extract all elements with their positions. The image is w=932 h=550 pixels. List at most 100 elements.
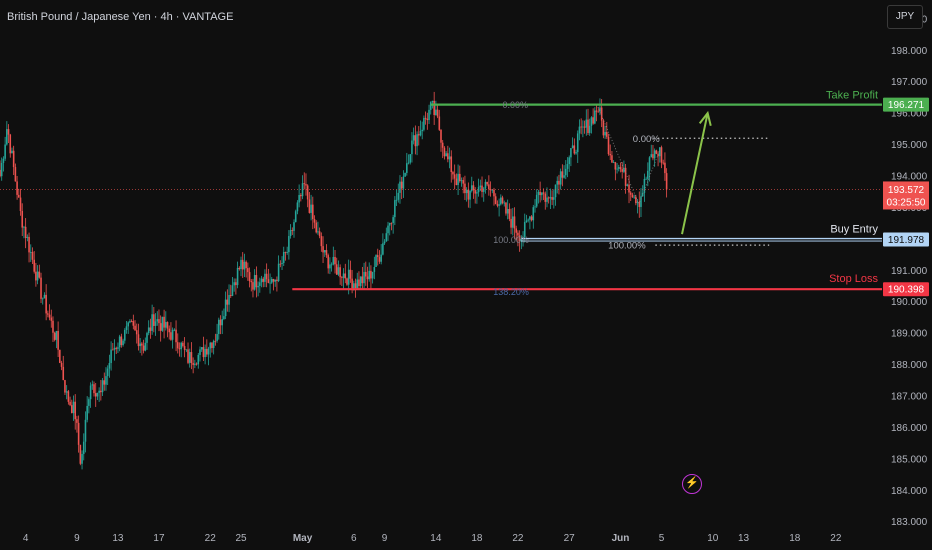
candle <box>342 273 345 278</box>
candle <box>24 226 27 238</box>
candle <box>219 319 222 326</box>
candle <box>48 314 51 318</box>
candle <box>247 268 249 273</box>
candle <box>235 282 237 286</box>
candle <box>11 150 13 154</box>
candle <box>583 126 586 128</box>
candle <box>248 272 251 282</box>
candle <box>465 189 468 194</box>
currency-button[interactable]: JPY <box>887 5 923 29</box>
candle <box>423 117 425 130</box>
candle <box>462 180 465 184</box>
candle <box>366 276 369 280</box>
candle <box>395 199 398 201</box>
candle <box>582 126 584 128</box>
candle <box>142 345 145 351</box>
candle <box>105 376 107 385</box>
candle <box>115 347 118 349</box>
candle <box>370 270 372 279</box>
candle <box>77 422 80 445</box>
candle <box>665 173 668 190</box>
candle <box>112 349 114 351</box>
candle <box>510 218 512 228</box>
candle <box>412 135 415 141</box>
candle <box>141 343 143 346</box>
candle <box>86 405 88 420</box>
candle <box>511 216 514 228</box>
candle <box>525 220 528 223</box>
candle <box>535 194 538 207</box>
candle <box>643 178 646 193</box>
candle <box>123 329 126 341</box>
candle <box>103 380 106 385</box>
lightning-icon[interactable]: ⚡ <box>682 474 702 494</box>
candle <box>146 333 148 343</box>
candle <box>501 197 504 204</box>
candle <box>397 192 400 200</box>
target-arrow <box>681 112 709 235</box>
y-tick-label: 197.000 <box>891 77 928 88</box>
candle <box>67 391 70 402</box>
candle <box>566 164 569 169</box>
candle <box>57 331 59 350</box>
candle <box>404 172 406 177</box>
candle <box>229 295 232 296</box>
candle <box>460 180 463 182</box>
candle <box>53 332 56 340</box>
candle <box>240 259 242 270</box>
x-tick-label: 22 <box>830 533 842 544</box>
candle <box>238 267 241 270</box>
candle <box>595 110 598 112</box>
candle <box>47 313 49 315</box>
candle <box>214 340 217 342</box>
candle <box>176 342 179 349</box>
candle <box>40 277 42 299</box>
candle <box>493 189 495 197</box>
candle <box>349 269 352 279</box>
candle <box>279 263 282 265</box>
candle <box>84 419 87 442</box>
x-tick-label: 27 <box>564 533 576 544</box>
candle <box>390 222 393 224</box>
candle <box>587 119 589 133</box>
candle <box>508 208 511 219</box>
candle <box>170 332 172 340</box>
candle <box>300 195 302 197</box>
x-tick-label: 13 <box>112 533 124 544</box>
candle <box>216 334 218 341</box>
target-arrow-head <box>698 110 712 127</box>
candle <box>641 192 644 197</box>
fib-swing-connector <box>597 106 660 206</box>
y-tick-label: 184.000 <box>891 486 928 497</box>
candle <box>542 192 545 194</box>
candle <box>452 172 454 175</box>
candle <box>259 282 261 286</box>
candle <box>457 173 459 186</box>
candle <box>359 276 362 287</box>
candle <box>520 238 523 242</box>
candle <box>380 254 382 262</box>
stop-loss-price-badge: 190.398 <box>888 285 925 296</box>
fib-left-label: 0.00% <box>503 100 529 110</box>
candle <box>327 255 329 269</box>
candle <box>264 273 266 282</box>
candle <box>272 278 275 282</box>
candle <box>488 184 490 190</box>
candle <box>147 327 150 334</box>
candle <box>500 197 502 205</box>
candle <box>130 321 133 322</box>
buy-entry-price-badge: 191.978 <box>888 235 925 246</box>
candle <box>94 393 97 397</box>
candle <box>505 202 507 214</box>
candle <box>472 185 475 191</box>
candle <box>137 334 140 347</box>
candle <box>479 185 482 188</box>
candle <box>570 148 572 158</box>
candle <box>28 236 30 253</box>
candle <box>310 204 312 213</box>
candle <box>636 202 639 204</box>
candle <box>106 368 109 377</box>
candle <box>541 192 543 196</box>
candle <box>470 185 473 191</box>
